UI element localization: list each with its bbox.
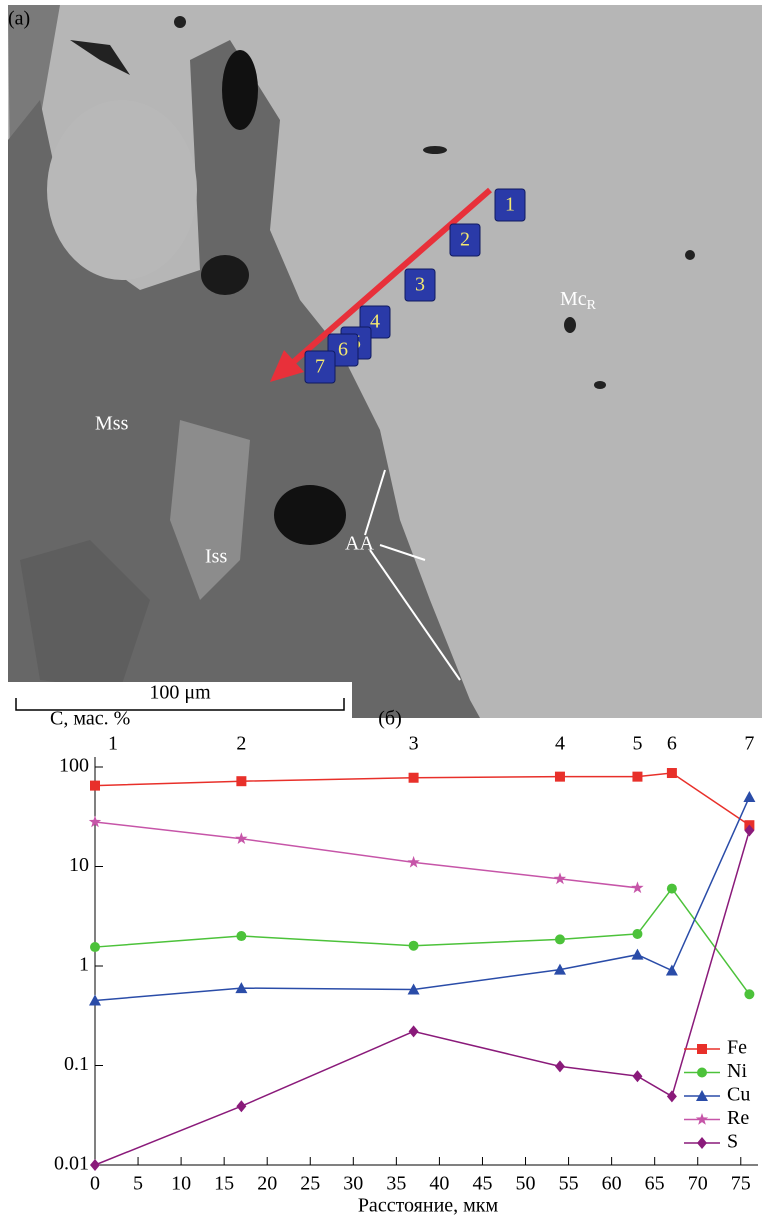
legend-label: S	[727, 1131, 738, 1153]
x-tick-label: 35	[386, 1173, 406, 1195]
x-tick-label: 50	[516, 1173, 536, 1195]
point-number: 3	[415, 274, 425, 296]
marker	[743, 791, 755, 802]
marker	[236, 931, 246, 941]
phase-label-sub: R	[587, 298, 597, 313]
chart-title: (б)	[378, 708, 402, 730]
marker	[409, 941, 419, 951]
marker	[235, 832, 247, 844]
series-line	[95, 797, 749, 1001]
legend-label: Cu	[727, 1084, 750, 1106]
panel-label: (a)	[8, 8, 30, 30]
y-tick-label: 1	[79, 954, 89, 976]
marker	[409, 1025, 419, 1037]
x-tick-label: 5	[133, 1173, 143, 1195]
phase-label: Mc	[560, 288, 587, 310]
marker	[632, 929, 642, 939]
marker	[744, 989, 754, 999]
x-tick-label: 10	[171, 1173, 191, 1195]
series-line	[95, 831, 749, 1165]
marker	[90, 1159, 100, 1171]
marker	[666, 965, 678, 976]
x-tick-label: 55	[559, 1173, 579, 1195]
point-label: 4	[555, 733, 565, 755]
point-label: 3	[409, 733, 419, 755]
marker	[632, 1070, 642, 1082]
y-tick-label: 0.1	[64, 1053, 89, 1075]
phase-label: AA	[345, 533, 374, 555]
x-tick-label: 0	[90, 1173, 100, 1195]
marker	[696, 1113, 708, 1125]
series-line	[95, 889, 749, 995]
x-tick-label: 45	[472, 1173, 492, 1195]
phase-label: Mss	[95, 413, 129, 435]
marker	[667, 884, 677, 894]
marker	[236, 1100, 246, 1112]
point-number: 4	[370, 311, 380, 333]
marker	[632, 772, 642, 782]
marker	[555, 934, 565, 944]
marker	[697, 1068, 707, 1078]
x-tick-label: 65	[645, 1173, 665, 1195]
point-number: 7	[315, 356, 325, 378]
marker	[555, 1060, 565, 1072]
point-label: 6	[667, 733, 677, 755]
x-tick-label: 60	[602, 1173, 622, 1195]
point-number: 6	[338, 339, 348, 361]
marker	[555, 772, 565, 782]
legend-label: Ni	[727, 1060, 747, 1082]
y-tick-label: 10	[69, 854, 89, 876]
x-tick-label: 15	[214, 1173, 234, 1195]
point-number: 2	[460, 229, 470, 251]
legend-label: Fe	[727, 1037, 747, 1059]
point-label: 1	[108, 733, 118, 755]
series-line	[95, 773, 749, 825]
x-tick-label: 70	[688, 1173, 708, 1195]
marker	[667, 768, 677, 778]
marker	[409, 773, 419, 783]
x-tick-label: 25	[300, 1173, 320, 1195]
marker	[631, 949, 643, 960]
point-number: 1	[505, 194, 515, 216]
point-label: 5	[632, 733, 642, 755]
figure: (a) 100 μm McR Mss Iss AA (б) C, мас. % …	[0, 0, 762, 1223]
x-axis-label: Расстояние, мкм	[358, 1195, 499, 1217]
sem-image	[8, 5, 762, 718]
marker	[631, 881, 643, 893]
x-tick-label: 75	[731, 1173, 751, 1195]
y-tick-label: 100	[59, 755, 89, 777]
marker	[697, 1044, 707, 1054]
phase-label: Iss	[205, 546, 227, 568]
marker	[90, 942, 100, 952]
legend-label: Re	[727, 1107, 749, 1129]
marker	[697, 1137, 707, 1149]
x-tick-label: 40	[429, 1173, 449, 1195]
x-tick-label: 30	[343, 1173, 363, 1195]
marker	[667, 1090, 677, 1102]
y-axis-label: C, мас. %	[50, 708, 130, 730]
point-label: 7	[744, 733, 754, 755]
marker	[236, 776, 246, 786]
y-tick-label: 0.01	[54, 1153, 89, 1175]
point-label: 2	[236, 733, 246, 755]
x-tick-label: 20	[257, 1173, 277, 1195]
scale-bar-label: 100 μm	[149, 682, 211, 704]
marker	[407, 856, 419, 868]
marker	[90, 781, 100, 791]
